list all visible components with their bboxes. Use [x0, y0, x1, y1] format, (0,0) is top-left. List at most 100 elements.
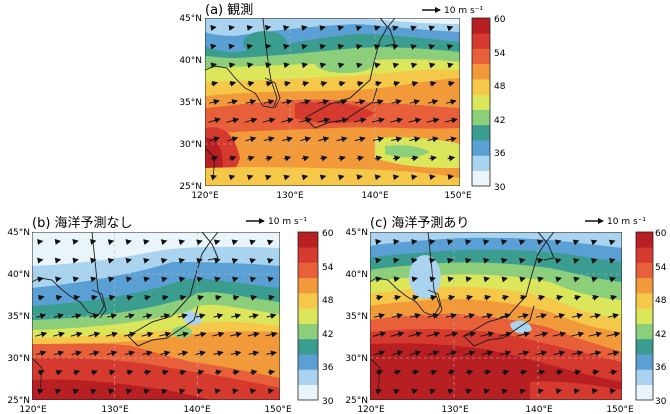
wind-vector: [573, 388, 581, 395]
wind-vector: [374, 174, 382, 181]
wind-vector: [391, 313, 404, 319]
colorbar-swatch: [298, 369, 318, 386]
lat-labels-a: 45°N 40°N 35°N 30°N 25°N: [179, 14, 202, 192]
wind-vector: [588, 331, 603, 338]
wind-vector: [210, 24, 217, 31]
wind-vector: [73, 369, 81, 376]
wind-vector: [410, 62, 418, 69]
wind-vector: [300, 136, 312, 143]
colorbar-swatch: [636, 293, 653, 309]
wind-vector: [409, 313, 422, 319]
wind-vector: [54, 276, 62, 283]
wind-vector: [338, 80, 346, 87]
panel-c-title: (c) 海洋予測あり: [370, 216, 469, 231]
wind-vector: [124, 350, 136, 357]
wind-vector: [607, 313, 620, 319]
wind-vector: [210, 174, 218, 181]
wind-key-label-b: 10 m s⁻¹: [268, 217, 307, 227]
wind-vector: [463, 350, 476, 357]
wind-vector: [37, 276, 44, 283]
wind-vector: [301, 62, 309, 69]
wind-vector: [411, 369, 420, 376]
wind-vector: [196, 388, 204, 395]
wind-vector: [210, 155, 219, 162]
wind-vectors-c: [372, 238, 621, 395]
lat-label: 40°N: [345, 270, 368, 280]
wind-vector: [107, 239, 115, 246]
wind-vector: [411, 294, 420, 301]
wind-vector: [336, 99, 348, 105]
wind-vector: [245, 136, 257, 143]
wind-vector: [179, 369, 187, 376]
wind-vector: [160, 239, 168, 246]
wind-vector: [71, 350, 82, 357]
wind-vector: [107, 313, 118, 320]
wind-vector: [281, 136, 293, 143]
wind-vector: [429, 276, 436, 283]
wind-vector: [429, 388, 436, 395]
wind-vector: [590, 258, 598, 264]
wind-vector: [589, 313, 602, 319]
lon-label: 140°E: [183, 405, 211, 414]
wind-vector: [465, 388, 473, 395]
wind-vector: [228, 174, 236, 181]
wind-vector: [411, 80, 419, 87]
wind-vector: [108, 388, 115, 395]
wind-vector: [429, 155, 437, 162]
wind-vector: [250, 369, 258, 376]
wind-vector: [266, 350, 277, 357]
wind-vector: [465, 257, 472, 264]
colorbar-swatch: [298, 232, 318, 248]
wind-vector: [408, 331, 423, 338]
wind-vector: [573, 276, 580, 283]
wind-vector: [302, 80, 310, 87]
wind-vector: [571, 350, 584, 357]
wind-vector: [356, 155, 365, 162]
wind-vector: [126, 294, 134, 301]
wind-vector: [411, 388, 418, 395]
wind-vector: [37, 257, 44, 264]
wind-vector: [554, 239, 562, 246]
wind-vector: [231, 258, 239, 264]
wind-vector: [178, 257, 186, 264]
lon-label: 120°E: [191, 191, 219, 201]
wind-vector: [375, 388, 382, 395]
wind-vector: [465, 369, 474, 376]
wind-vector: [266, 239, 274, 246]
wind-vector: [444, 331, 459, 338]
wind-vector: [447, 174, 454, 181]
wind-vector: [161, 294, 169, 301]
colorbar-swatch: [636, 369, 653, 386]
wind-vector: [480, 331, 495, 338]
wind-vector: [483, 276, 490, 283]
wind-vector: [54, 238, 62, 245]
wind-vector: [591, 276, 598, 283]
wind-key-label-c: 10 m s⁻¹: [607, 217, 646, 227]
wind-vector: [161, 369, 169, 376]
wind-vector: [609, 276, 616, 283]
wind-vector: [446, 44, 454, 50]
wind-vector: [483, 257, 490, 264]
lon-label: 130°E: [441, 405, 469, 414]
colorbar-swatch: [636, 323, 653, 340]
wind-vector: [353, 117, 367, 124]
wind-vector: [55, 294, 63, 301]
wind-vector: [392, 174, 400, 181]
colorbar-swatch: [472, 18, 490, 34]
wind-vector: [338, 155, 346, 162]
wind-vector: [228, 43, 235, 50]
colorbar-swatch: [636, 277, 653, 294]
wind-vector: [535, 350, 548, 357]
wind-vector: [144, 294, 151, 301]
wind-vector: [391, 350, 404, 357]
wind-vector: [249, 276, 257, 283]
wind-vector: [482, 239, 490, 246]
map-a: [205, 18, 460, 186]
wind-vector: [263, 136, 275, 143]
wind-vector: [37, 294, 45, 301]
wind-vector: [465, 294, 474, 301]
colorbar-tick: 60: [494, 15, 506, 25]
wind-vector: [608, 239, 616, 246]
wind-vector: [373, 313, 386, 319]
colorbar-swatch: [636, 384, 653, 401]
